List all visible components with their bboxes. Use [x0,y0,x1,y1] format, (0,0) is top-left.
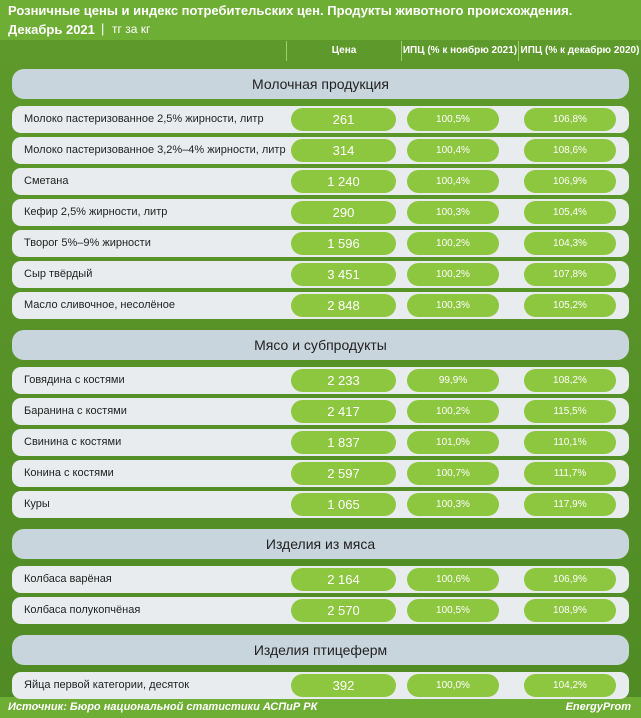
cell-pill: 2 233 [291,369,396,392]
cell-pill: 1 837 [291,431,396,454]
cell-pill: 100,7% [407,462,499,485]
cell-pill: 104,3% [524,232,616,255]
cell-pill: 99,9% [407,369,499,392]
cell-pill: 2 570 [291,599,396,622]
cell-pill: 2 164 [291,568,396,591]
cell-pill: 100,3% [407,493,499,516]
cell-pill: 110,1% [524,431,616,454]
column-header: Цена [286,41,401,61]
cell-pill: 100,5% [407,599,499,622]
item-label: Баранина с костями [24,405,127,417]
cell-pill: 100,0% [407,674,499,697]
table-row: Кефир 2,5% жирности, литр 290 100,3% 105,4% [12,199,629,226]
item-label: Сметана [24,175,69,187]
table-row: Яйца первой категории, десяток 392 100,0% 1… [12,672,629,699]
table-row: Говядина с костями 2 233 99,9% 108,2% [12,367,629,394]
item-label: Куры [24,498,50,510]
cell-pill: 100,3% [407,201,499,224]
table-row: Колбаса варёная 2 164 100,6% 106,9% [12,566,629,593]
table-row: Свинина с костями 1 837 101,0% 110,1% [12,429,629,456]
item-label: Сыр твёрдый [24,268,93,280]
cell-pill: 261 [291,108,396,131]
table-row: Масло сливочное, несолёное 2 848 100,3% 105… [12,292,629,319]
cell-pill: 108,6% [524,139,616,162]
column-header: ИПЦ (% к декабрю 2020) [518,41,641,61]
table-row: Сметана 1 240 100,4% 106,9% [12,168,629,195]
item-label: Говядина с костями [24,374,125,386]
cell-pill: 111,7% [524,462,616,485]
item-label: Колбаса варёная [24,573,112,585]
item-label: Кефир 2,5% жирности, литр [24,206,168,218]
section-header: Мясо и субпродукты [12,330,629,360]
table-row: Баранина с костями 2 417 100,2% 115,5% [12,398,629,425]
item-label: Творог 5%–9% жирности [24,237,151,249]
cell-pill: 2 417 [291,400,396,423]
cell-pill: 100,5% [407,108,499,131]
section-header: Изделия из мяса [12,529,629,559]
footer: Источник: Бюро национальной статистики А… [0,697,641,718]
item-label: Яйца первой категории, десяток [24,679,189,691]
cell-pill: 105,2% [524,294,616,317]
cell-pill: 100,2% [407,232,499,255]
cell-pill: 3 451 [291,263,396,286]
cell-pill: 104,2% [524,674,616,697]
table-row: Колбаса полукопчёная 2 570 100,5% 108,9% [12,597,629,624]
table-row: Сыр твёрдый 3 451 100,2% 107,8% [12,261,629,288]
section-header: Молочная продукция [12,69,629,99]
cell-pill: 101,0% [407,431,499,454]
unit: тг за кг [112,22,151,36]
date: Декабрь 2021 [8,22,95,37]
cell-pill: 107,8% [524,263,616,286]
section-header: Изделия птицеферм [12,635,629,665]
title: Розничные цены и индекс потребительских … [8,3,573,18]
cell-pill: 2 597 [291,462,396,485]
table-row: Молоко пастеризованное 2,5% жирности, ли… [12,106,629,133]
column-header: ИПЦ (% к ноябрю 2021) [401,41,518,61]
item-label: Молоко пастеризованное 2,5% жирности, ли… [24,113,264,125]
item-label: Масло сливочное, несолёное [24,299,175,311]
cell-pill: 106,8% [524,108,616,131]
cell-pill: 100,2% [407,263,499,286]
cell-pill: 1 596 [291,232,396,255]
cell-pill: 314 [291,139,396,162]
item-label: Свинина с костями [24,436,122,448]
brand: EnergyProm [565,701,631,713]
table-row: Творог 5%–9% жирности 1 596 100,2% 104,3% [12,230,629,257]
cell-pill: 1 240 [291,170,396,193]
table-row: Куры 1 065 100,3% 117,9% [12,491,629,518]
item-label: Колбаса полукопчёная [24,604,141,616]
cell-pill: 2 848 [291,294,396,317]
header: Розничные цены и индекс потребительских … [0,0,641,40]
cell-pill: 108,2% [524,369,616,392]
cell-pill: 106,9% [524,170,616,193]
cell-pill: 100,4% [407,139,499,162]
cell-pill: 115,5% [524,400,616,423]
cell-pill: 105,4% [524,201,616,224]
item-label: Конина с костями [24,467,114,479]
item-label: Молоко пастеризованное 3,2%–4% жирности,… [24,144,286,156]
cell-pill: 392 [291,674,396,697]
table-row: Конина с костями 2 597 100,7% 111,7% [12,460,629,487]
cell-pill: 290 [291,201,396,224]
cell-pill: 100,6% [407,568,499,591]
separator: | [101,21,105,36]
cell-pill: 1 065 [291,493,396,516]
cell-pill: 100,4% [407,170,499,193]
source: Источник: Бюро национальной статистики А… [8,701,318,713]
cell-pill: 117,9% [524,493,616,516]
cell-pill: 100,2% [407,400,499,423]
cell-pill: 108,9% [524,599,616,622]
table-row: Молоко пастеризованное 3,2%–4% жирности,… [12,137,629,164]
cell-pill: 106,9% [524,568,616,591]
cell-pill: 100,3% [407,294,499,317]
